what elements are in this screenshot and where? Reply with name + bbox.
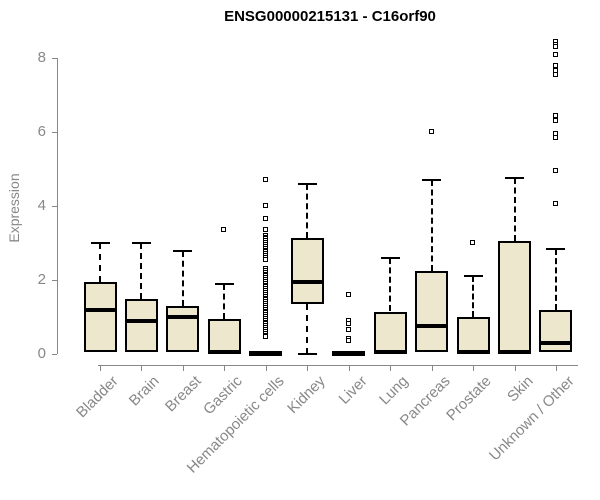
whisker-cap [422,179,442,182]
chart-title: ENSG00000215131 - C16orf90 [224,8,436,25]
y-tick [52,132,57,134]
y-tick-label: 8 [37,49,46,67]
whisker-upper [554,248,557,310]
outlier-point [345,326,351,332]
box-rect [373,311,407,354]
outlier-point [552,118,558,124]
box-rect [83,281,117,353]
y-tick-label: 4 [37,197,46,215]
outlier-point [262,216,268,222]
outlier-point [345,291,351,297]
outlier-point [345,338,351,344]
x-tick [307,365,309,371]
outlier-point [262,177,268,183]
outlier-point [262,334,268,340]
y-tick-label: 2 [37,271,46,289]
median-line [249,351,283,356]
outlier-point [262,256,268,262]
box-rect [456,317,490,354]
x-tick [390,365,392,371]
box-rect [415,270,449,353]
x-tick [431,365,433,371]
x-tick [182,365,184,371]
whisker-lower [306,304,309,354]
outlier-point [552,44,558,50]
median-line [498,350,531,355]
whisker-cap [214,282,234,285]
whisker-upper [306,184,309,238]
whisker-cap [297,183,317,186]
median-line [332,351,366,356]
x-tick [473,365,475,371]
outlier-point [552,112,558,118]
median-line [83,307,117,312]
median-line [124,318,158,323]
y-tick [52,58,57,60]
x-axis-line [98,365,578,366]
whisker-cap [546,247,566,250]
outlier-point [552,62,558,68]
y-tick-label: 6 [37,123,46,141]
whisker-cap [173,249,193,252]
outlier-point [552,134,558,140]
x-tick [100,365,101,371]
y-tick [52,354,57,355]
whisker-upper [223,283,226,319]
outlier-point [262,203,268,209]
y-tick [52,206,57,208]
whisker-upper [472,276,475,318]
median-line [539,340,573,345]
x-tick [555,365,557,371]
outlier-point [552,51,558,57]
outlier-point [552,72,558,78]
y-tick [52,280,57,282]
outlier-point [552,168,558,174]
outlier-point [428,129,434,135]
box-rect [166,305,200,353]
x-tick [265,365,267,371]
y-axis-line [57,58,58,354]
whisker-cap [380,256,400,259]
x-tick [348,365,350,371]
median-line [373,350,407,355]
whisker-cap [131,242,151,245]
y-tick-label: 0 [37,345,46,362]
median-line [415,324,449,329]
whisker-cap [297,353,317,355]
whisker-cap [505,177,524,180]
outlier-point [470,240,476,246]
whisker-upper [513,178,516,242]
outlier-point [221,227,227,233]
outlier-point [262,227,268,233]
whisker-cap [90,242,110,245]
x-tick [514,365,516,371]
median-line [290,279,324,284]
whisker-upper [181,250,184,306]
box-rect [124,298,158,353]
x-tick [224,365,226,371]
whisker-upper [430,180,433,271]
median-line [207,350,241,355]
box-rect [207,318,241,354]
median-line [456,350,490,355]
whisker-upper [389,257,392,312]
median-line [166,315,200,320]
box-rect [539,309,573,353]
whisker-cap [463,275,483,278]
outlier-point [552,201,558,207]
outlier-point [345,321,351,327]
x-tick [141,365,143,371]
box-rect [290,237,324,305]
whisker-upper [99,243,101,282]
whisker-upper [140,243,143,299]
box-rect [498,241,531,354]
